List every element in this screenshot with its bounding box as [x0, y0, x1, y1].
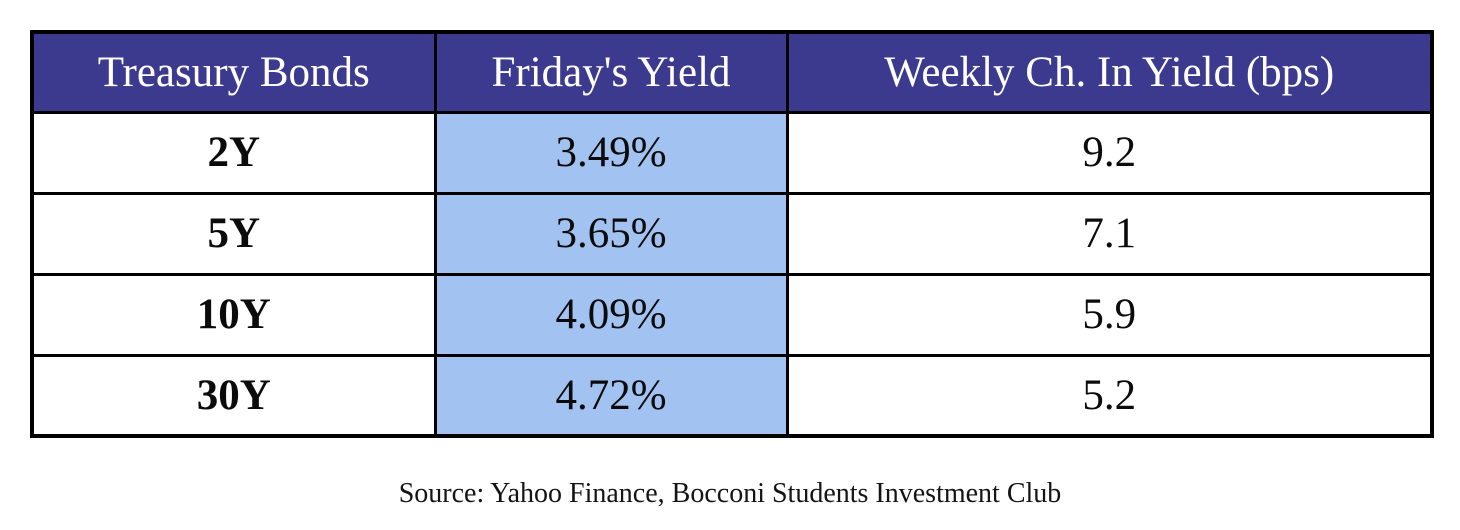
table-row: 30Y 4.72% 5.2: [30, 353, 1434, 438]
table-row: 2Y 3.49% 9.2: [30, 110, 1434, 195]
yield-value: 3.65%: [433, 191, 789, 276]
weekly-change-value: 5.9: [785, 272, 1434, 357]
col-header-weekly-change: Weekly Ch. In Yield (bps): [785, 30, 1434, 114]
col-header-treasury-bonds: Treasury Bonds: [30, 30, 437, 114]
bond-label: 30Y: [30, 353, 437, 438]
weekly-change-value: 9.2: [785, 110, 1434, 195]
col-header-fridays-yield: Friday's Yield: [433, 30, 789, 114]
bond-label: 5Y: [30, 191, 437, 276]
bond-label: 10Y: [30, 272, 437, 357]
treasury-bond-table: Treasury Bonds Friday's Yield Weekly Ch.…: [30, 30, 1434, 438]
bond-label: 2Y: [30, 110, 437, 195]
table-row: 10Y 4.09% 5.9: [30, 272, 1434, 357]
yield-value: 3.49%: [433, 110, 789, 195]
table-row: 5Y 3.65% 7.1: [30, 191, 1434, 276]
weekly-change-value: 7.1: [785, 191, 1434, 276]
yield-value: 4.72%: [433, 353, 789, 438]
header-row: Treasury Bonds Friday's Yield Weekly Ch.…: [30, 30, 1434, 114]
source-caption: Source: Yahoo Finance, Bocconi Students …: [398, 478, 1062, 509]
yield-value: 4.09%: [433, 272, 789, 357]
weekly-change-value: 5.2: [785, 353, 1434, 438]
